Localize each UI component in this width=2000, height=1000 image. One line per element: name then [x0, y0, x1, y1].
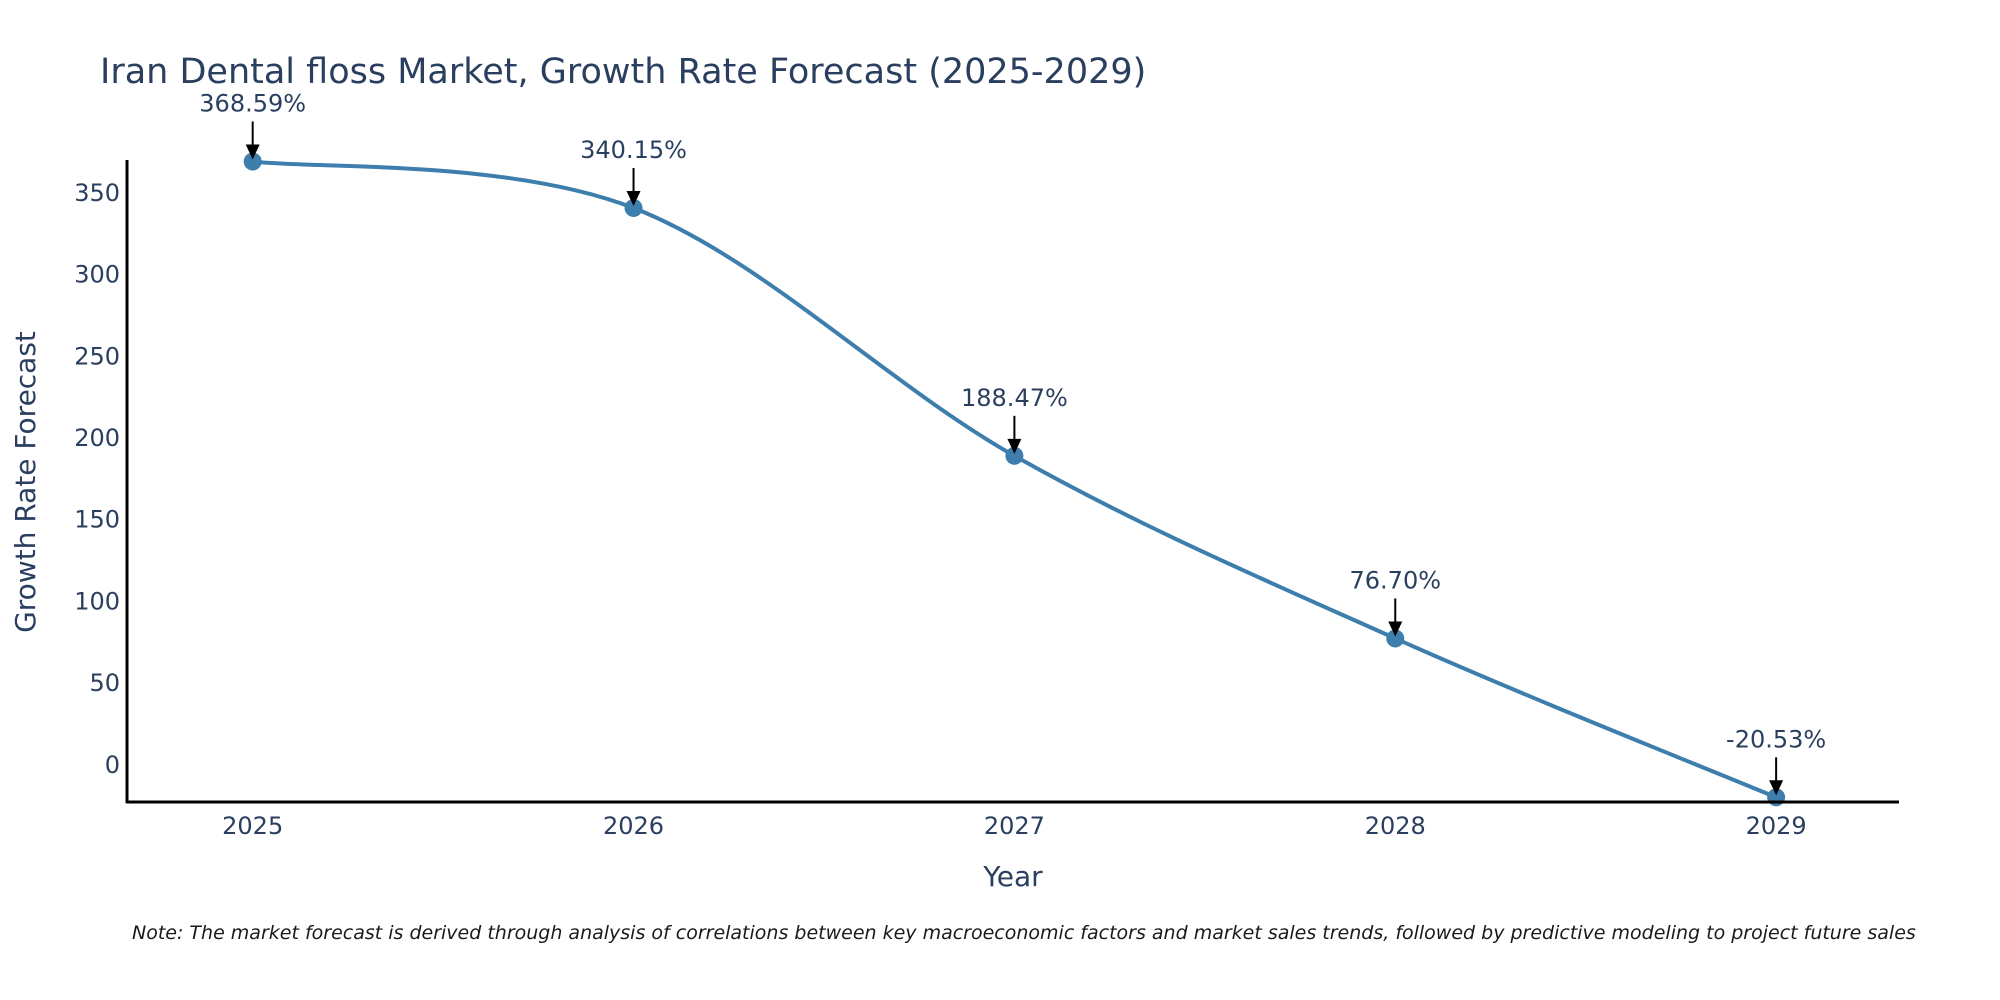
annotation-arrow-head	[1769, 780, 1784, 796]
series-line	[252, 159, 1777, 800]
chart-title: Iran Dental floss Market, Growth Rate Fo…	[100, 52, 1146, 92]
annotation-arrow-head	[1007, 438, 1022, 454]
series-markers	[243, 152, 1786, 807]
y-tick-label: 350	[74, 179, 120, 207]
x-axis-title: Year	[982, 860, 1043, 893]
x-tick-label: 2029	[1746, 812, 1807, 840]
y-tick-label: 250	[74, 342, 120, 370]
x-axis-ticks: 2025 2026 2027 2028 2029	[222, 812, 1807, 840]
y-tick-label: 150	[74, 506, 120, 534]
data-point-marker[interactable]	[624, 198, 643, 217]
x-tick-label: 2026	[603, 812, 664, 840]
annotation-arrow-head	[245, 144, 260, 160]
data-label: -20.53%	[1726, 725, 1826, 753]
annotation-arrow-head	[626, 190, 641, 206]
footnote: Note: The market forecast is derived thr…	[132, 922, 1916, 944]
data-label: 368.59%	[199, 90, 306, 118]
y-axis-ticks: 0 50 100 150 200 250 300 350	[74, 179, 120, 779]
data-point-marker[interactable]	[1005, 446, 1024, 465]
x-tick-label: 2027	[984, 812, 1045, 840]
data-point-marker[interactable]	[243, 152, 262, 171]
data-label-annotations: 368.59% 340.15% 188.47% 76.70% -20.53%	[199, 90, 1826, 796]
y-tick-label: 50	[89, 669, 120, 697]
y-tick-label: 100	[74, 587, 120, 615]
data-point-marker[interactable]	[1386, 629, 1405, 648]
data-label: 340.15%	[580, 136, 687, 164]
y-tick-label: 300	[74, 261, 120, 289]
data-label: 188.47%	[961, 384, 1068, 412]
y-tick-label: 200	[74, 424, 120, 452]
x-tick-label: 2025	[222, 812, 283, 840]
x-tick-label: 2028	[1365, 812, 1426, 840]
y-tick-label: 0	[105, 751, 120, 779]
annotation-arrow-head	[1388, 621, 1403, 637]
y-axis-title: Growth Rate Forecast	[9, 331, 42, 633]
data-label: 76.70%	[1350, 566, 1442, 594]
